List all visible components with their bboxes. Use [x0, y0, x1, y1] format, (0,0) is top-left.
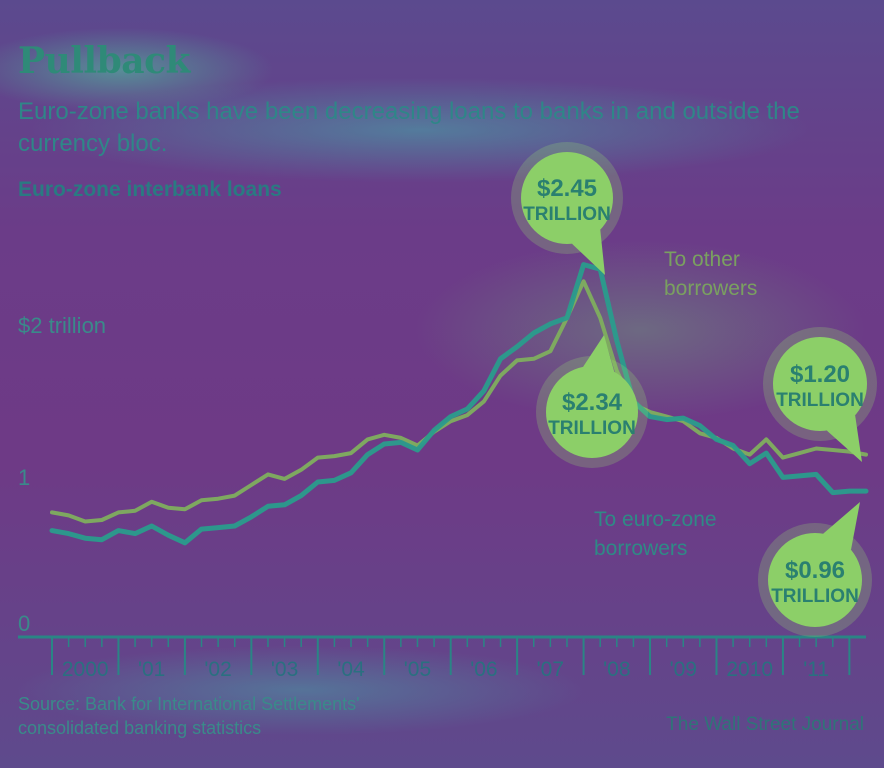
annotation-value-1: $2.34: [562, 389, 623, 416]
x-tick-label-2002: '02: [204, 658, 231, 681]
series-label-euro-1: borrowers: [594, 537, 687, 560]
x-tick-label-2000: 2000: [62, 658, 109, 681]
y-tick-label-2: $2 trillion: [18, 313, 106, 338]
x-tick-label-2011: '11: [803, 658, 829, 681]
annotation-bubble-2-34: [536, 335, 648, 468]
source-note: Source: Bank for International Settlemen…: [18, 694, 360, 738]
chart-title: Pullback: [18, 40, 190, 82]
chart-y-caption: Euro-zone interbank loans: [18, 178, 282, 201]
annotation-unit-1: TRILLION: [548, 418, 636, 439]
series-line-other-borrowers: [50, 279, 868, 524]
x-tick-label-2008: '08: [603, 658, 630, 681]
chart-subtitle: Euro-zone banks have been decreasing loa…: [18, 98, 800, 157]
annotation-value-0: $2.45: [537, 175, 597, 202]
annotation-unit-3: TRILLION: [771, 586, 859, 607]
annotation-bubble-0-96: [758, 502, 872, 637]
series-label-other-0: To other: [664, 248, 740, 271]
x-tick-label-2005: '05: [404, 658, 431, 681]
x-tick-label-2010: 2010: [726, 658, 773, 681]
x-tick-label-2003: '03: [271, 658, 298, 681]
annotation-unit-0: TRILLION: [523, 204, 611, 225]
y-tick-label-0: 0: [18, 611, 30, 636]
x-tick-label-2006: '06: [470, 658, 497, 681]
annotation-value-3: $0.96: [785, 557, 845, 584]
x-tick-label-2004: '04: [337, 658, 365, 681]
x-tick-label-2007: '07: [537, 658, 564, 681]
annotation-bubble-2-45: [511, 142, 623, 275]
annotation-unit-2: TRILLION: [776, 390, 864, 411]
x-tick-label-2001: '01: [138, 658, 165, 681]
publisher-credit: The Wall Street Journal: [666, 714, 864, 735]
series-label-euro-0: To euro-zone: [594, 508, 717, 531]
annotation-bubble-1-20: [763, 327, 877, 462]
series-line-euro-zone-borrowers: [49, 262, 869, 546]
x-tick-label-2009: '09: [670, 658, 697, 681]
y-tick-label-1: 1: [18, 465, 30, 490]
series-label-other-1: borrowers: [664, 277, 757, 300]
annotation-value-2: $1.20: [790, 361, 850, 388]
